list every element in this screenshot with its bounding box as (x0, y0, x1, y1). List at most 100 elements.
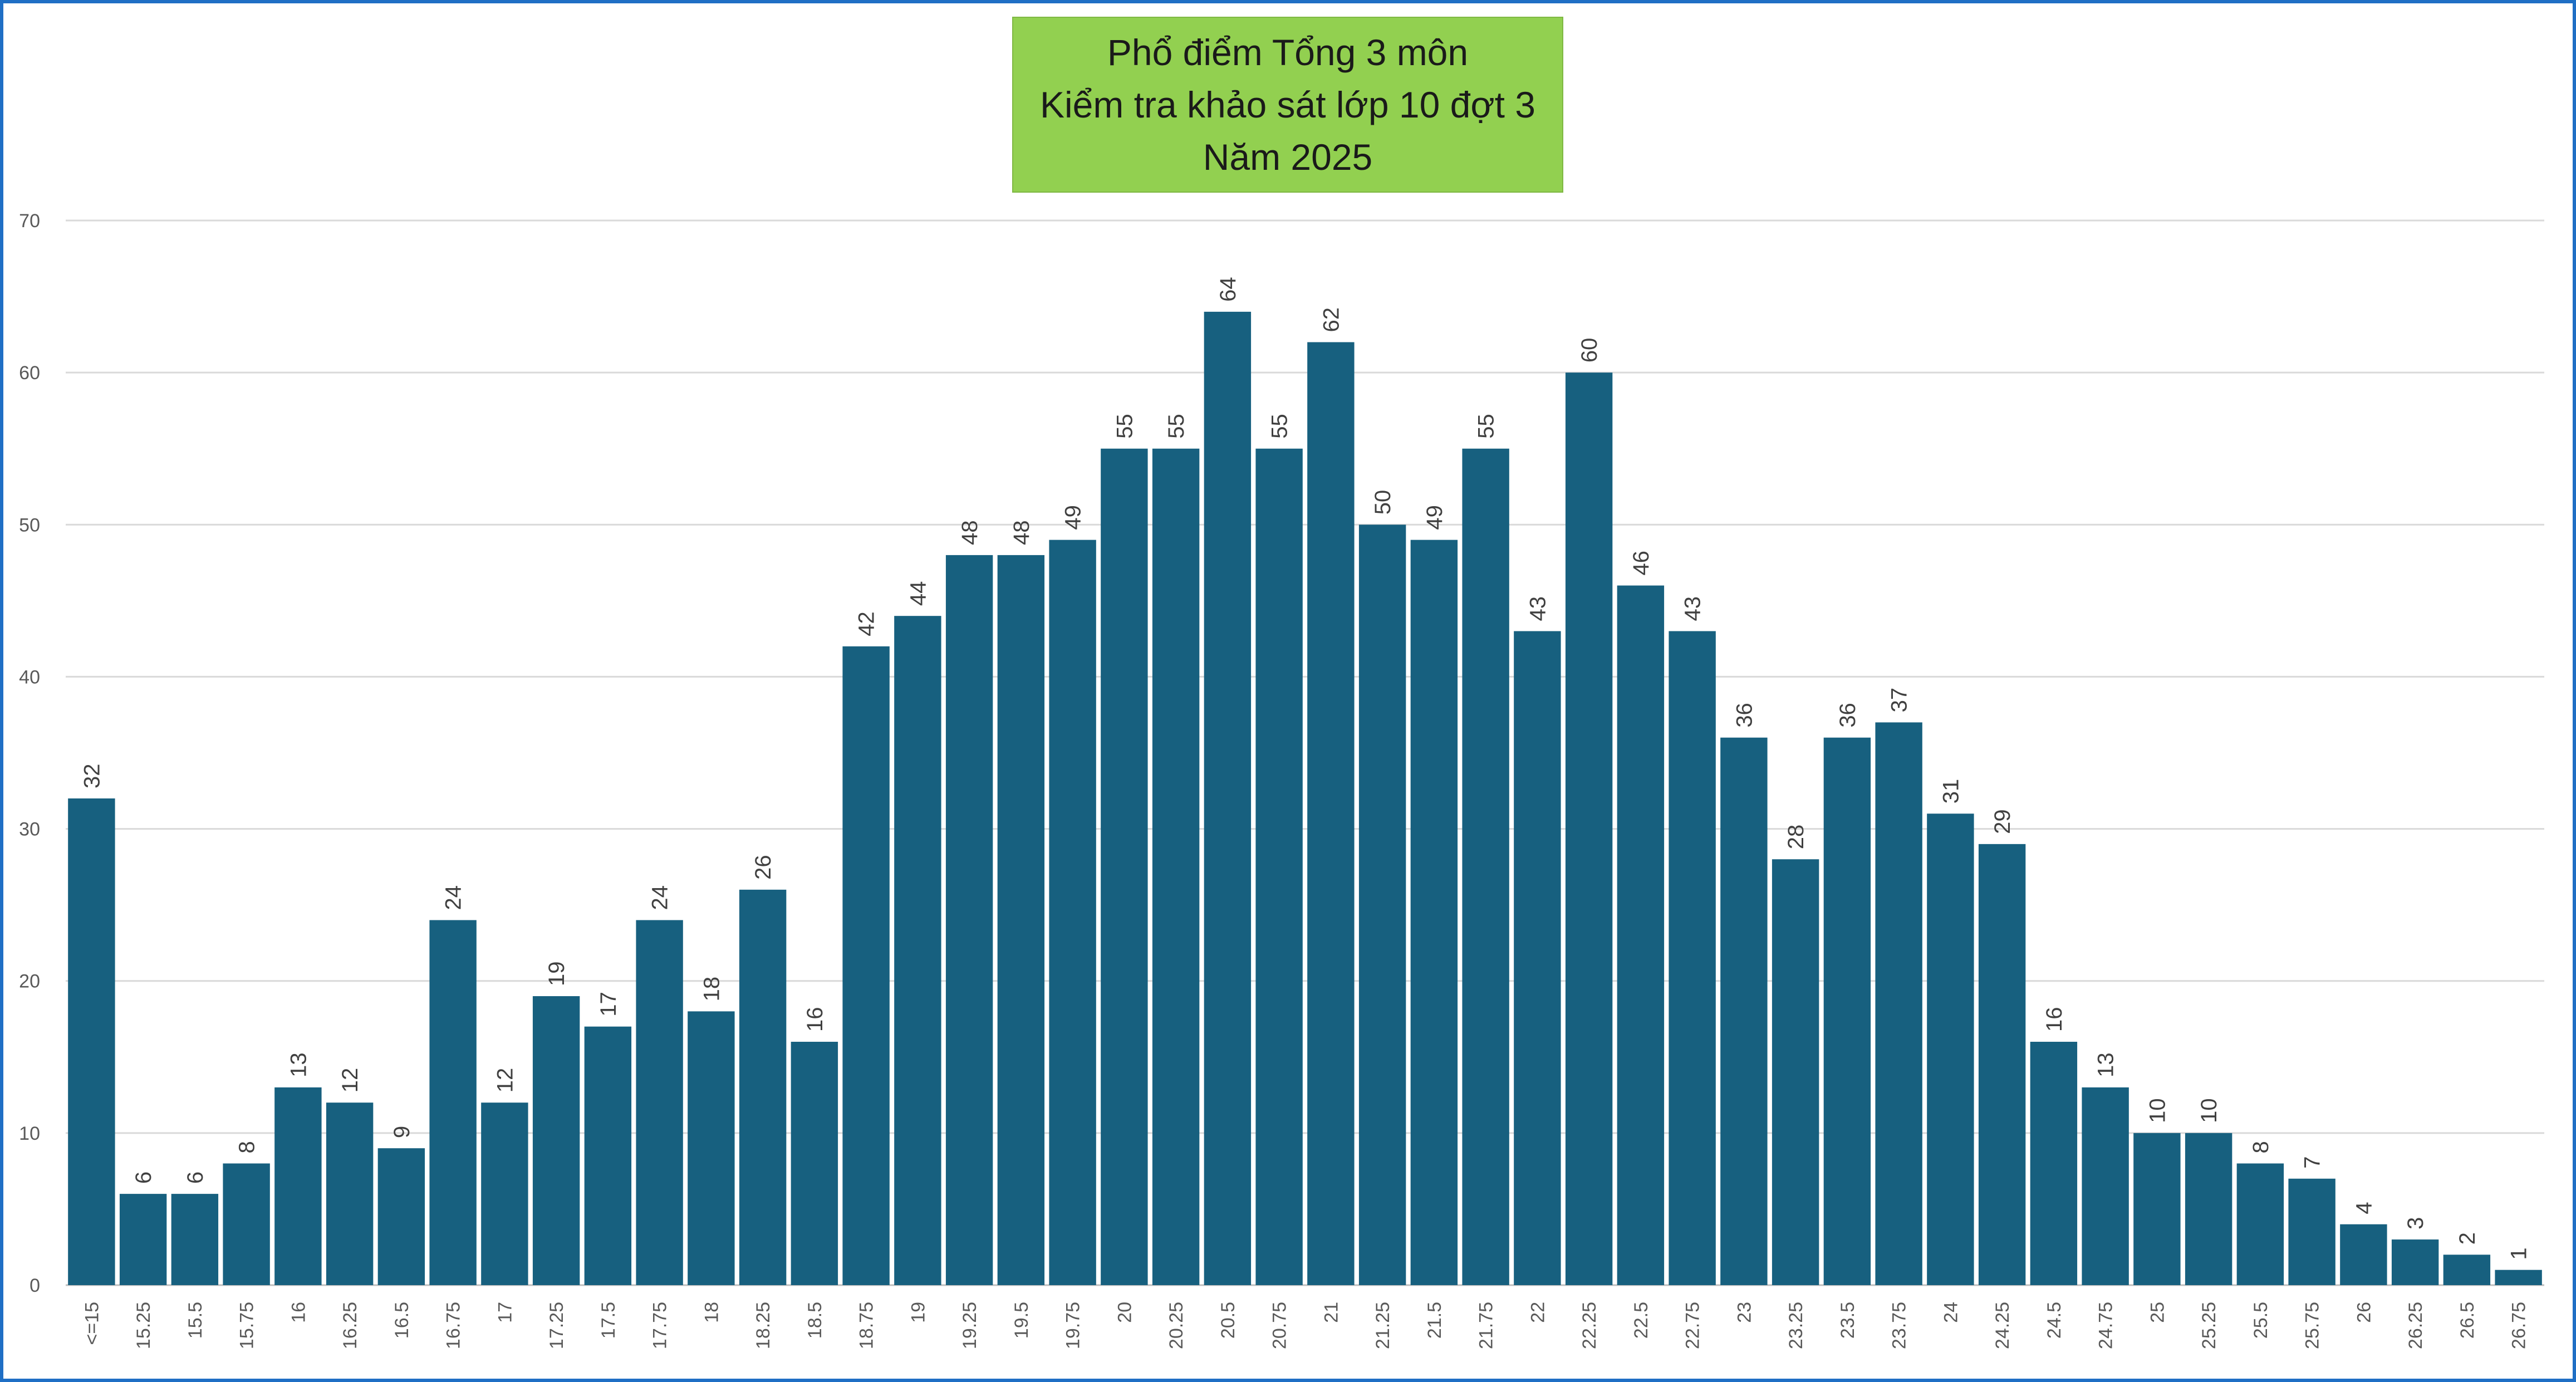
x-tick-label: 19.75 (1063, 1302, 1084, 1349)
data-label: 62 (1319, 307, 1343, 332)
bar (1410, 540, 1458, 1285)
x-tick-label: 17.25 (546, 1302, 567, 1349)
x-tick-label: 16.75 (443, 1302, 464, 1349)
x-tick-label: 22.75 (1682, 1302, 1704, 1349)
data-label: 16 (2042, 1007, 2067, 1032)
bar (1720, 737, 1768, 1285)
bar (326, 1102, 374, 1285)
chart-title-line-3: Năm 2025 (1203, 136, 1373, 178)
data-label: 7 (2300, 1156, 2325, 1169)
data-label: 28 (1784, 825, 1808, 850)
x-tick-label: 15.5 (185, 1302, 206, 1339)
x-tick-label: 21.75 (1476, 1302, 1497, 1349)
data-label: 12 (493, 1068, 517, 1093)
bar (223, 1163, 270, 1285)
bar (945, 555, 993, 1285)
bar (1101, 448, 1148, 1285)
data-label: 44 (906, 581, 930, 606)
bar (2391, 1239, 2439, 1285)
bar (1514, 631, 1561, 1285)
data-label: 3 (2403, 1217, 2428, 1229)
bar (2340, 1224, 2387, 1285)
bar (377, 1148, 425, 1285)
x-tick-label: 23.25 (1785, 1302, 1807, 1349)
x-tick-label: 21.25 (1372, 1302, 1394, 1349)
x-tick-label: 19.5 (1011, 1302, 1032, 1339)
bar (1617, 585, 1665, 1285)
bar (894, 616, 941, 1285)
bar (2185, 1133, 2232, 1285)
x-tick-label: 16.25 (340, 1302, 361, 1349)
x-tick-label: 18.75 (856, 1302, 877, 1349)
data-label: 8 (2249, 1141, 2273, 1153)
x-tick-label: 22.25 (1579, 1302, 1600, 1349)
x-tick-label: 25.5 (2250, 1302, 2271, 1339)
data-label: 55 (1112, 414, 1137, 439)
data-label: 29 (1990, 809, 2015, 834)
data-label: 43 (1681, 596, 1705, 621)
data-label: 6 (183, 1172, 208, 1184)
data-label: 31 (1939, 779, 1963, 804)
data-label: 55 (1268, 414, 1292, 439)
data-label: 6 (131, 1172, 156, 1184)
bar (1823, 737, 1871, 1285)
data-label: 24 (648, 885, 673, 910)
x-tick-label: 18.25 (753, 1302, 774, 1349)
x-tick-label: 21 (1321, 1302, 1342, 1323)
bar (2236, 1163, 2284, 1285)
data-label: 13 (2094, 1052, 2118, 1077)
data-label: 8 (235, 1141, 259, 1153)
x-tick-label: 17 (494, 1302, 516, 1323)
bar (791, 1041, 838, 1285)
data-label: 10 (2197, 1098, 2221, 1123)
x-tick-label: 26.75 (2509, 1302, 2530, 1349)
data-label: 1 (2507, 1247, 2531, 1260)
bar (1927, 813, 1974, 1285)
x-tick-label: 17.75 (650, 1302, 671, 1349)
data-label: 2 (2455, 1232, 2480, 1244)
x-tick-label: 20 (1114, 1302, 1135, 1323)
y-tick-label: 20 (19, 971, 40, 992)
bar (1049, 540, 1096, 1285)
x-axis: <=15 15.25 15.5 15.75 16 16.25 16.5 16.75 17 17.2… (81, 1302, 2529, 1349)
data-label: 49 (1061, 505, 1086, 530)
x-tick-label: 22.5 (1631, 1302, 1652, 1339)
x-tick-label: 26.5 (2457, 1302, 2478, 1339)
x-tick-label: 25.25 (2199, 1302, 2220, 1349)
bar (1978, 844, 2026, 1285)
data-label: 55 (1164, 414, 1189, 439)
x-tick-label: <=15 (81, 1302, 102, 1345)
data-label: 19 (544, 962, 569, 987)
data-label: 16 (803, 1007, 827, 1032)
y-tick-label: 60 (19, 362, 40, 384)
y-tick-label: 30 (19, 819, 40, 840)
x-tick-label: 23 (1734, 1302, 1755, 1323)
data-label: 24 (441, 885, 466, 910)
data-label: 50 (1371, 490, 1395, 515)
bar (1462, 448, 1509, 1285)
data-label: 37 (1887, 688, 1912, 713)
x-tick-label: 20.25 (1166, 1302, 1187, 1349)
data-label: 48 (958, 520, 982, 545)
y-tick-label: 40 (19, 667, 40, 688)
data-label: 12 (338, 1068, 362, 1093)
x-tick-label: 25 (2147, 1302, 2168, 1323)
chart-title: Phổ điểm Tổng 3 môn Kiểm tra khảo sát lớ… (1012, 17, 1563, 193)
x-tick-label: 21.5 (1424, 1302, 1445, 1339)
x-tick-label: 18.5 (804, 1302, 826, 1339)
y-tick-label: 70 (19, 210, 40, 232)
bar (739, 889, 787, 1285)
chart-title-line-2: Kiểm tra khảo sát lớp 10 đợt 3 (1039, 84, 1535, 125)
bar (171, 1194, 219, 1285)
data-label: 60 (1577, 338, 1602, 363)
y-tick-label: 0 (30, 1275, 40, 1296)
x-tick-label: 23.75 (1889, 1302, 1910, 1349)
bar (119, 1194, 167, 1285)
bar (2495, 1270, 2542, 1285)
x-tick-label: 26 (2353, 1302, 2374, 1323)
data-label: 48 (1009, 520, 1034, 545)
data-label: 43 (1525, 596, 1550, 621)
x-tick-label: 20.5 (1218, 1302, 1239, 1339)
x-tick-label: 24.25 (1992, 1302, 2013, 1349)
